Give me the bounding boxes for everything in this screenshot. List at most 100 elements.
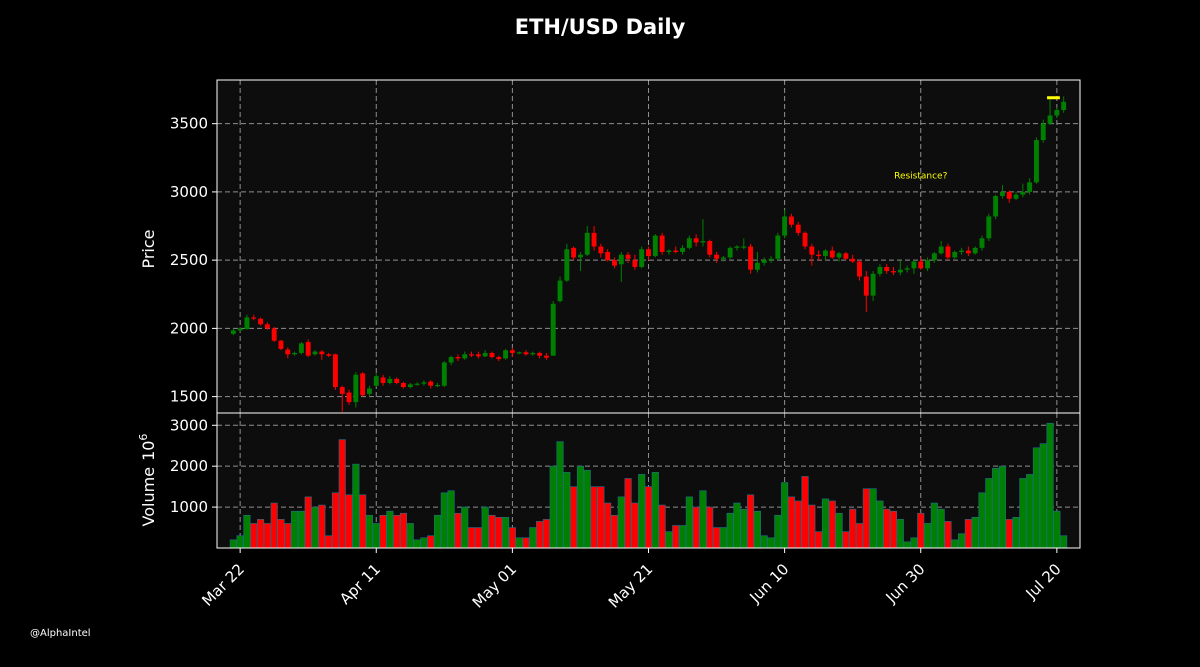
- price-axis-label: Price: [139, 229, 158, 268]
- volume-tick-label: 3000: [170, 416, 208, 434]
- volume-bar: [978, 492, 986, 549]
- candle-body: [550, 303, 556, 356]
- volume-bar: [835, 512, 843, 549]
- candle-body: [537, 352, 543, 356]
- volume-bar: [284, 523, 292, 549]
- volume-bar: [1039, 443, 1047, 549]
- candle-body: [612, 260, 617, 266]
- volume-bar: [257, 519, 265, 549]
- volume-bar: [270, 502, 278, 549]
- candle-body: [435, 385, 440, 387]
- volume-bar: [787, 496, 795, 549]
- candle-body: [618, 254, 624, 265]
- volume-bar: [563, 472, 571, 549]
- candle-body: [1027, 182, 1033, 192]
- volume-bar: [515, 537, 523, 549]
- volume-bar: [440, 492, 448, 549]
- candle-body: [1054, 110, 1060, 116]
- candle-body: [367, 388, 372, 394]
- volume-bar: [794, 500, 802, 549]
- x-tick-label: Jun 10: [746, 560, 793, 607]
- price-tick-label: 3500: [170, 115, 208, 133]
- candle-body: [734, 246, 740, 248]
- volume-bar: [951, 539, 959, 549]
- volume-bar: [474, 527, 482, 549]
- volume-bar: [427, 535, 435, 549]
- candle-body: [319, 351, 325, 355]
- volume-bar: [597, 486, 605, 549]
- candle-body: [312, 351, 318, 355]
- candle-body: [489, 352, 495, 358]
- candle-body: [904, 268, 910, 270]
- candle-body: [816, 254, 822, 257]
- candle-body: [1013, 194, 1019, 199]
- volume-bar: [604, 502, 612, 549]
- volume-bar: [508, 527, 516, 549]
- volume-bar: [325, 535, 333, 549]
- candle-body: [475, 354, 481, 357]
- candle-body: [639, 249, 645, 267]
- price-tick-label: 1500: [170, 388, 208, 406]
- price-tick-label: 2000: [170, 319, 208, 337]
- candle-body: [707, 241, 713, 255]
- volume-bar: [570, 486, 578, 549]
- volume-bar: [318, 504, 326, 549]
- volume-bar: [576, 465, 584, 549]
- candle-body: [305, 342, 311, 356]
- candle-body: [761, 260, 767, 263]
- volume-bar: [331, 492, 339, 549]
- volume-bar: [801, 476, 809, 549]
- volume-bar: [359, 494, 367, 549]
- candle-body: [577, 254, 583, 258]
- volume-bar: [706, 506, 714, 549]
- candle-body: [516, 352, 522, 354]
- volume-bar: [1012, 517, 1020, 549]
- volume-bar: [461, 506, 469, 549]
- candle-body: [441, 362, 447, 386]
- x-tick-label: Jun 30: [882, 560, 929, 607]
- candle-body: [564, 249, 570, 281]
- volume-axis-label-exponent-base: 10: [139, 441, 158, 461]
- volume-bar: [842, 531, 850, 549]
- volume-bar: [1053, 510, 1061, 549]
- candle-body: [428, 381, 434, 386]
- volume-bar: [924, 523, 932, 549]
- candle-body: [720, 257, 726, 259]
- candle-body: [741, 246, 747, 248]
- candle-body: [394, 378, 400, 383]
- volume-bar: [590, 486, 598, 549]
- candle-body: [693, 238, 699, 243]
- candle-body: [292, 352, 298, 355]
- candle-body: [938, 246, 944, 254]
- x-tick-label: May 21: [605, 560, 657, 612]
- candle-body: [999, 191, 1005, 197]
- volume-bar: [365, 514, 373, 549]
- volume-bar: [849, 508, 857, 549]
- volume-bar: [774, 514, 782, 549]
- volume-bar: [495, 517, 503, 549]
- price-tick-label: 3000: [170, 183, 208, 201]
- candle-body: [557, 280, 563, 302]
- x-tick-label: Apr 11: [336, 560, 384, 608]
- volume-tick-label: 2000: [170, 457, 208, 475]
- candle-body: [523, 352, 529, 355]
- volume-bar: [529, 527, 537, 549]
- volume-bar: [468, 527, 476, 549]
- candle-body: [298, 343, 304, 353]
- volume-axis-label: Volume 106: [137, 434, 158, 527]
- volume-bar: [1046, 422, 1054, 549]
- volume-bar: [917, 512, 925, 549]
- volume-bar: [379, 514, 387, 549]
- volume-bar: [1060, 535, 1068, 549]
- volume-bar: [454, 512, 462, 549]
- candle-body: [659, 235, 665, 252]
- candle-body: [836, 253, 842, 258]
- volume-bar: [549, 465, 557, 549]
- volume-bar: [631, 502, 639, 549]
- candle-body: [285, 349, 291, 355]
- candle-body: [686, 238, 692, 248]
- candle-body: [754, 262, 760, 270]
- volume-bar: [311, 506, 319, 549]
- candle-body: [251, 317, 257, 319]
- candle-body: [264, 324, 270, 329]
